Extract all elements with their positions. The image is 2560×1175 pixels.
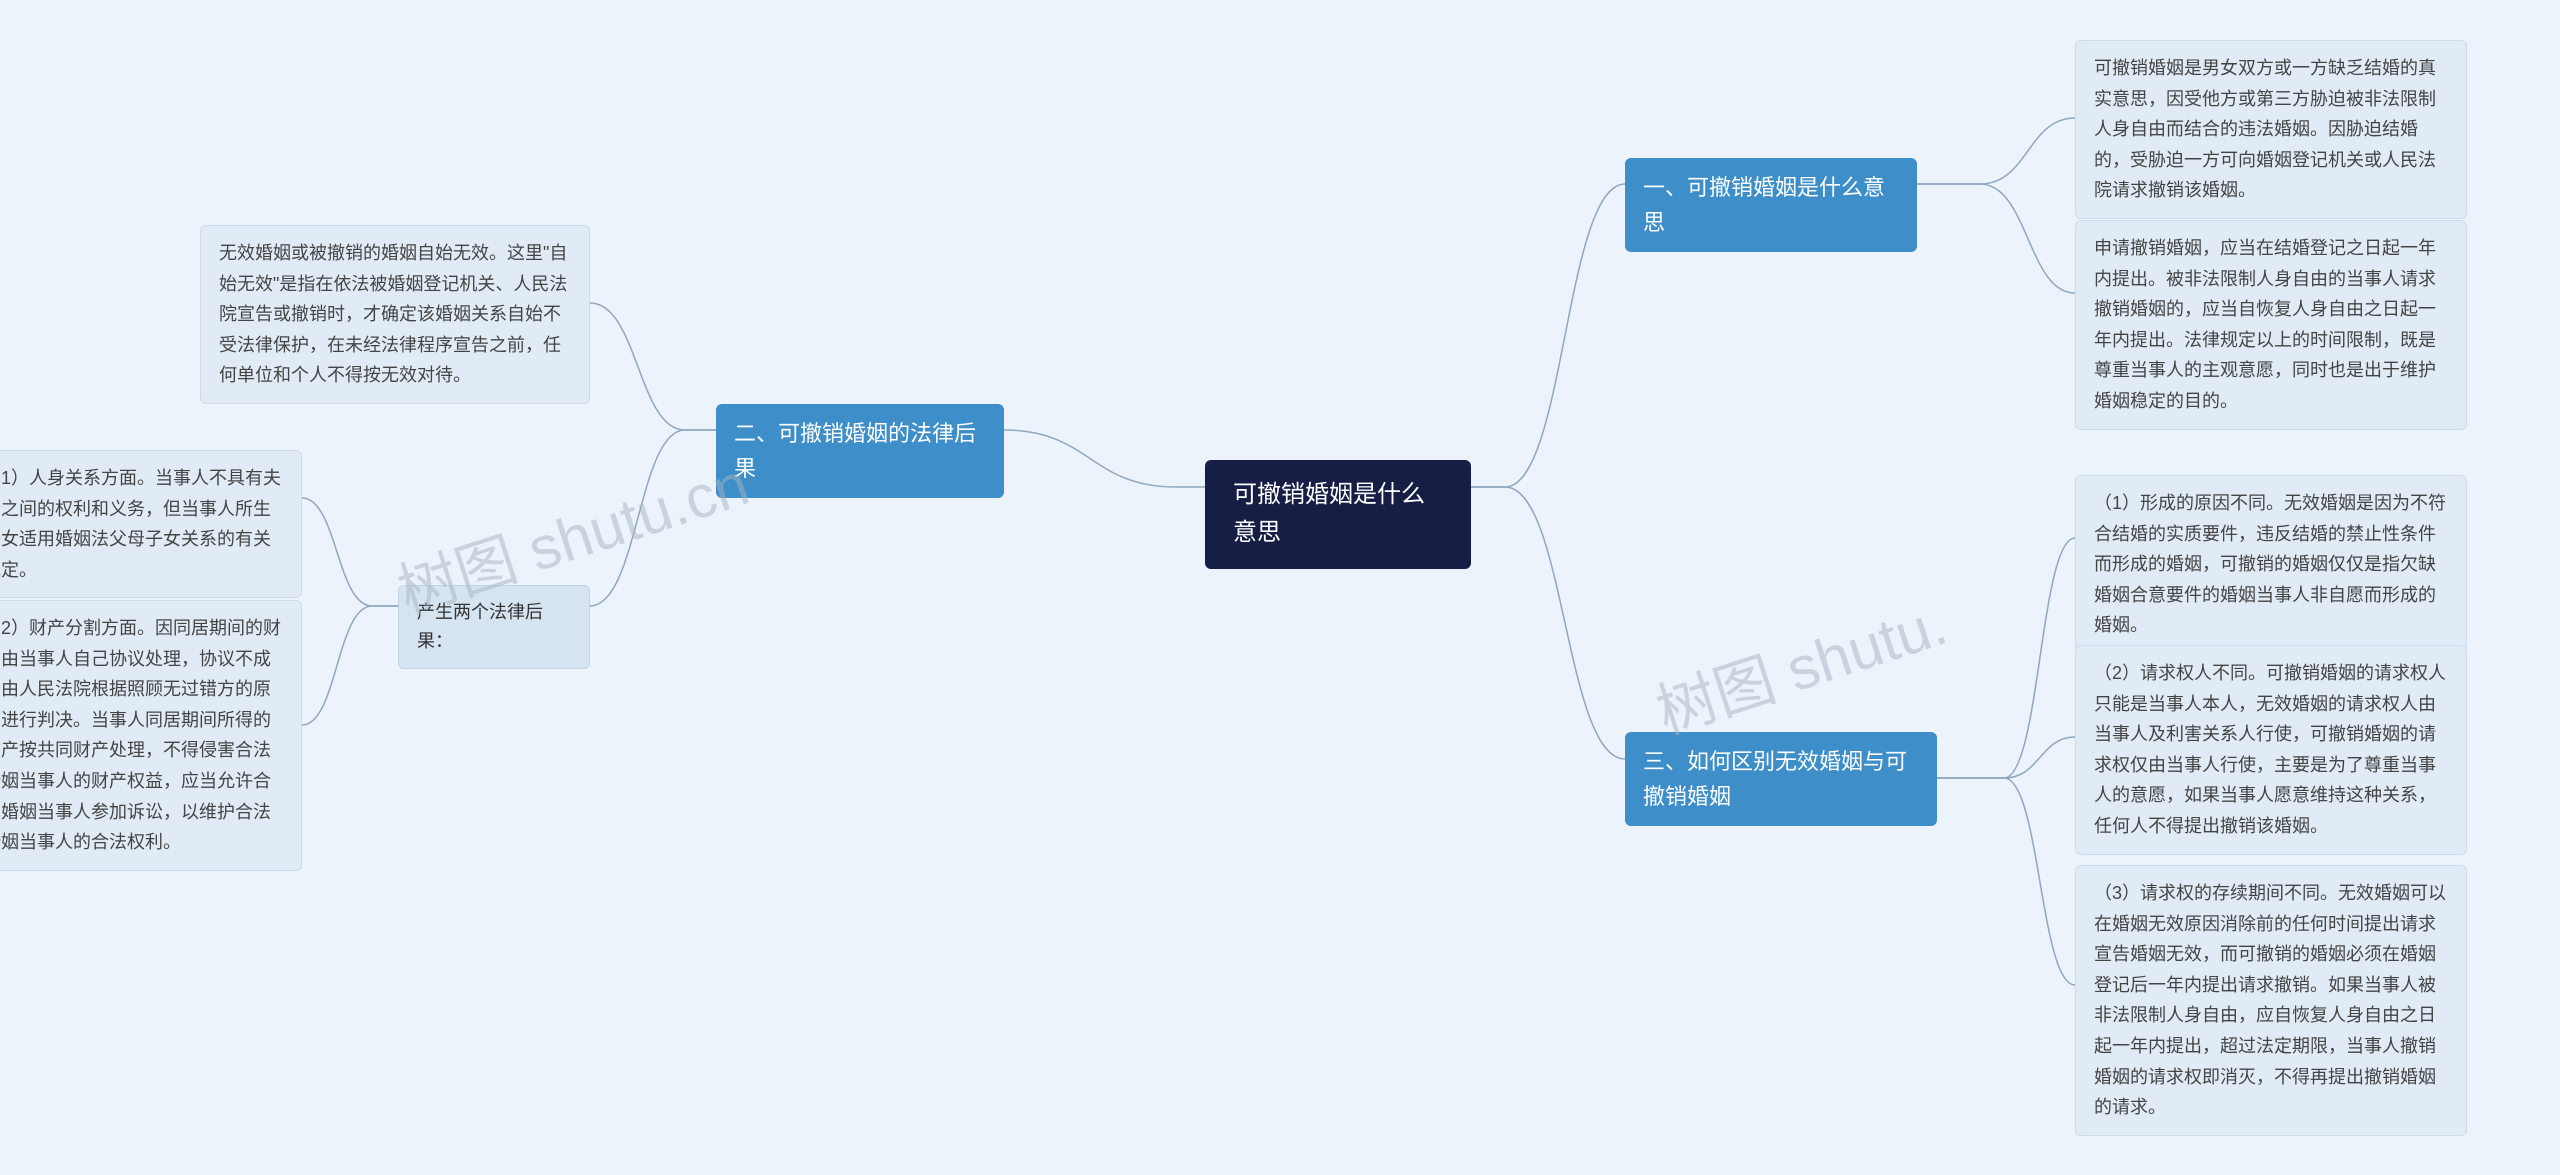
leaf-b2-2b-text: （2）财产分割方面。因同居期间的财产由当事人自己协议处理，协议不成的由人民法院根… xyxy=(0,618,281,852)
leaf-b3-2-text: （2）请求权人不同。可撤销婚姻的请求权人只能是当事人本人，无效婚姻的请求权人由当… xyxy=(2094,663,2446,836)
branch-2-label: 二、可撤销婚姻的法律后果 xyxy=(734,421,976,481)
branch-2: 二、可撤销婚姻的法律后果 xyxy=(716,404,1004,498)
root-label: 可撤销婚姻是什么意思 xyxy=(1233,481,1425,546)
leaf-b2-2a-text: （1）人身关系方面。当事人不具有夫妻之间的权利和义务，但当事人所生子女适用婚姻法… xyxy=(0,468,281,580)
leaf-b1-2: 申请撤销婚姻，应当在结婚登记之日起一年内提出。被非法限制人身自由的当事人请求撤销… xyxy=(2075,220,2467,430)
branch-3-label: 三、如何区别无效婚姻与可撤销婚姻 xyxy=(1643,749,1907,809)
branch-1: 一、可撤销婚姻是什么意思 xyxy=(1625,158,1917,252)
watermark-2-text: 树图 shutu. xyxy=(1649,590,1955,746)
leaf-b3-3-text: （3）请求权的存续期间不同。无效婚姻可以在婚姻无效原因消除前的任何时间提出请求宣… xyxy=(2094,883,2446,1117)
branch-1-label: 一、可撤销婚姻是什么意思 xyxy=(1643,175,1885,235)
leaf-b2-2a: （1）人身关系方面。当事人不具有夫妻之间的权利和义务，但当事人所生子女适用婚姻法… xyxy=(0,450,302,598)
leaf-b2-2b: （2）财产分割方面。因同居期间的财产由当事人自己协议处理，协议不成的由人民法院根… xyxy=(0,600,302,871)
sub-b2-text: 产生两个法律后果： xyxy=(417,602,543,651)
leaf-b1-1-text: 可撤销婚姻是男女双方或一方缺乏结婚的真实意思，因受他方或第三方胁迫被非法限制人身… xyxy=(2094,58,2436,200)
root-node: 可撤销婚姻是什么意思 xyxy=(1205,460,1471,569)
leaf-b3-3: （3）请求权的存续期间不同。无效婚姻可以在婚姻无效原因消除前的任何时间提出请求宣… xyxy=(2075,865,2467,1136)
leaf-b3-2: （2）请求权人不同。可撤销婚姻的请求权人只能是当事人本人，无效婚姻的请求权人由当… xyxy=(2075,645,2467,855)
watermark-2: 树图 shutu. xyxy=(1644,576,1956,751)
leaf-b3-1-text: （1）形成的原因不同。无效婚姻是因为不符合结婚的实质要件，违反结婚的禁止性条件而… xyxy=(2094,493,2446,635)
leaf-b1-2-text: 申请撤销婚姻，应当在结婚登记之日起一年内提出。被非法限制人身自由的当事人请求撤销… xyxy=(2094,238,2436,411)
leaf-b3-1: （1）形成的原因不同。无效婚姻是因为不符合结婚的实质要件，违反结婚的禁止性条件而… xyxy=(2075,475,2467,654)
sub-b2: 产生两个法律后果： xyxy=(398,585,590,669)
leaf-b2-1-text: 无效婚姻或被撤销的婚姻自始无效。这里"自始无效"是指在依法被婚姻登记机关、人民法… xyxy=(219,243,567,385)
branch-3: 三、如何区别无效婚姻与可撤销婚姻 xyxy=(1625,732,1937,826)
leaf-b2-1: 无效婚姻或被撤销的婚姻自始无效。这里"自始无效"是指在依法被婚姻登记机关、人民法… xyxy=(200,225,590,404)
leaf-b1-1: 可撤销婚姻是男女双方或一方缺乏结婚的真实意思，因受他方或第三方胁迫被非法限制人身… xyxy=(2075,40,2467,219)
